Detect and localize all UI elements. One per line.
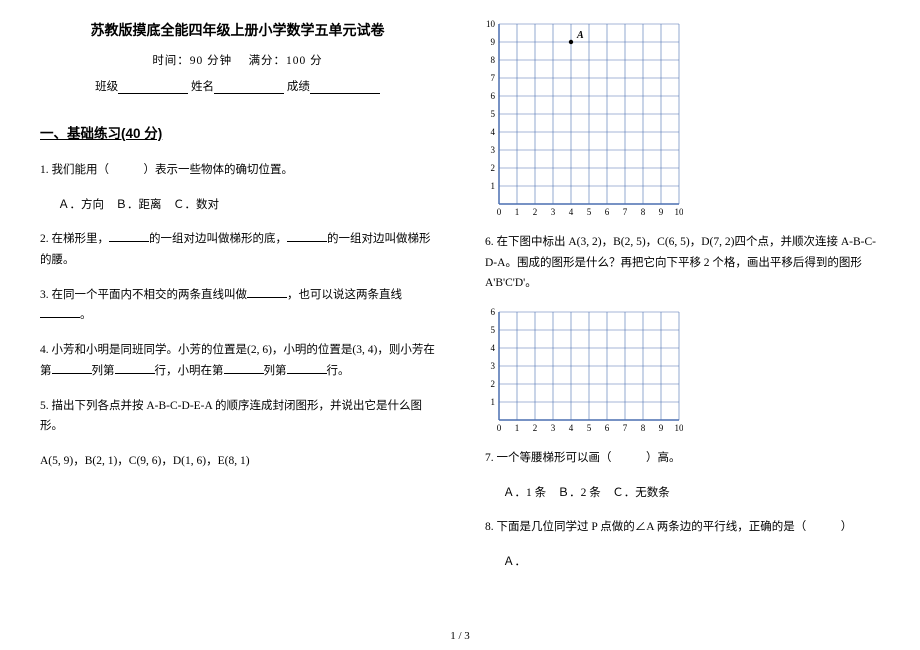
student-info-line: 班级 姓名 成绩 <box>40 78 435 94</box>
grade-blank <box>310 82 380 94</box>
svg-text:5: 5 <box>491 325 496 335</box>
exam-subtitle: 时间：90 分钟 满分：100 分 <box>40 52 435 68</box>
svg-text:4: 4 <box>569 207 574 217</box>
q1-text-a: 1. 我们能用（ <box>40 164 109 176</box>
q3-text-b: ，也可以说这两条直线 <box>287 289 402 301</box>
q7-text-b: ）高。 <box>646 452 681 464</box>
svg-text:4: 4 <box>569 423 574 433</box>
svg-text:0: 0 <box>497 423 502 433</box>
q2-blank-2 <box>287 231 327 242</box>
svg-text:5: 5 <box>587 207 592 217</box>
svg-text:2: 2 <box>533 423 538 433</box>
svg-text:3: 3 <box>491 361 496 371</box>
grid-bottom-wrap: 0 1 2 3 4 5 6 7 8 9 10 1 2 3 4 5 6 <box>485 308 880 434</box>
right-column: 01234567891012345678910A 6. 在下图中标出 A(3, … <box>485 20 880 600</box>
page-body: 苏教版摸底全能四年级上册小学数学五单元试卷 时间：90 分钟 满分：100 分 … <box>40 20 880 600</box>
svg-text:7: 7 <box>623 423 628 433</box>
q4-text-c: 行，小明在第 <box>155 365 224 377</box>
question-3: 3. 在同一个平面内不相交的两条直线叫做 ，也可以说这两条直线。 <box>40 285 435 326</box>
q4-blank-2 <box>115 363 155 374</box>
svg-text:6: 6 <box>491 308 496 317</box>
q4-blank-3 <box>224 363 264 374</box>
section-1-heading: 一、基础练习(40 分) <box>40 122 435 142</box>
name-blank <box>214 82 284 94</box>
q2-blank-1 <box>109 231 149 242</box>
q8-option-a: Ａ． <box>485 552 880 573</box>
q1-text-b: ）表示一些物体的确切位置。 <box>144 164 294 176</box>
q4-text-e: 行。 <box>327 365 350 377</box>
svg-text:10: 10 <box>486 20 496 29</box>
svg-text:7: 7 <box>491 73 496 83</box>
question-7: 7. 一个等腰梯形可以画（ ）高。 <box>485 448 880 469</box>
q1-options: Ａ．方向 Ｂ．距离 Ｃ．数对 <box>40 195 435 216</box>
score-label: 满分：100 分 <box>249 55 323 67</box>
grade-label: 成绩 <box>287 81 310 93</box>
class-blank <box>118 82 188 94</box>
svg-text:8: 8 <box>641 207 646 217</box>
q4-blank-4 <box>287 363 327 374</box>
coordinate-grid-bottom: 0 1 2 3 4 5 6 7 8 9 10 1 2 3 4 5 6 <box>485 308 683 434</box>
q4-text-b: 列第 <box>92 365 115 377</box>
question-6: 6. 在下图中标出 A(3, 2)，B(2, 5)，C(6, 5)，D(7, 2… <box>485 232 880 294</box>
question-4: 4. 小芳和小明是同班同学。小芳的位置是(2, 6)，小明的位置是(3, 4)，… <box>40 340 435 381</box>
svg-text:5: 5 <box>491 109 496 119</box>
q2-text-a: 2. 在梯形里， <box>40 233 109 245</box>
svg-text:3: 3 <box>491 145 496 155</box>
svg-text:0: 0 <box>497 207 502 217</box>
grid-top-wrap: 0 1 2 3 4 5 6 7 8 9 10 1 2 3 4 5 6 7 8 9 10 A <box>485 20 880 218</box>
svg-text:6: 6 <box>605 207 610 217</box>
svg-text:10: 10 <box>675 207 684 217</box>
svg-text:3: 3 <box>551 207 556 217</box>
q3-blank-2 <box>40 307 80 318</box>
svg-text:1: 1 <box>515 423 520 433</box>
svg-text:6: 6 <box>491 91 496 101</box>
svg-text:9: 9 <box>659 207 664 217</box>
svg-text:10: 10 <box>675 423 684 433</box>
q7-text-a: 7. 一个等腰梯形可以画（ <box>485 452 612 464</box>
svg-text:9: 9 <box>491 37 496 47</box>
q3-text-a: 3. 在同一个平面内不相交的两条直线叫做 <box>40 289 247 301</box>
q5-points: A(5, 9)，B(2, 1)，C(9, 6)，D(1, 6)，E(8, 1) <box>40 451 435 472</box>
q4-text-d: 列第 <box>264 365 287 377</box>
question-2: 2. 在梯形里，的一组对边叫做梯形的底，的一组对边叫做梯形的腰。 <box>40 229 435 270</box>
svg-text:2: 2 <box>491 379 496 389</box>
time-label: 时间：90 分钟 <box>152 55 232 67</box>
svg-text:8: 8 <box>491 55 496 65</box>
svg-text:A: A <box>576 30 584 41</box>
svg-text:4: 4 <box>491 343 496 353</box>
svg-text:1: 1 <box>491 181 496 191</box>
left-column: 苏教版摸底全能四年级上册小学数学五单元试卷 时间：90 分钟 满分：100 分 … <box>40 20 435 600</box>
name-label: 姓名 <box>191 81 214 93</box>
svg-text:2: 2 <box>533 207 538 217</box>
svg-text:1: 1 <box>515 207 520 217</box>
q7-options: Ａ．1 条 Ｂ．2 条 Ｃ．无数条 <box>485 483 880 504</box>
q3-blank-1 <box>247 287 287 298</box>
svg-text:1: 1 <box>491 397 496 407</box>
q8-text-b: ） <box>841 521 853 533</box>
svg-text:2: 2 <box>491 163 496 173</box>
svg-text:6: 6 <box>605 423 610 433</box>
question-1: 1. 我们能用（ ）表示一些物体的确切位置。 <box>40 160 435 181</box>
svg-text:7: 7 <box>623 207 628 217</box>
svg-text:5: 5 <box>587 423 592 433</box>
question-5: 5. 描出下列各点并按 A-B-C-D-E-A 的顺序连成封闭图形，并说出它是什… <box>40 396 435 437</box>
page-footer: 1 / 3 <box>0 630 920 642</box>
exam-title: 苏教版摸底全能四年级上册小学数学五单元试卷 <box>40 20 435 40</box>
coordinate-grid-top: 0 1 2 3 4 5 6 7 8 9 10 1 2 3 4 5 6 7 8 9 10 A <box>485 20 683 218</box>
q8-text-a: 8. 下面是几位同学过 P 点做的∠A 两条边的平行线，正确的是（ <box>485 521 806 533</box>
q2-text-b: 的一组对边叫做梯形的底， <box>149 233 287 245</box>
svg-text:8: 8 <box>641 423 646 433</box>
class-label: 班级 <box>95 81 118 93</box>
question-8: 8. 下面是几位同学过 P 点做的∠A 两条边的平行线，正确的是（ ） <box>485 517 880 538</box>
q3-text-c: 。 <box>80 309 92 321</box>
q4-blank-1 <box>52 363 92 374</box>
svg-text:4: 4 <box>491 127 496 137</box>
q5-text: 5. 描出下列各点并按 A-B-C-D-E-A 的顺序连成封闭图形，并说出它是什… <box>40 396 435 437</box>
svg-text:3: 3 <box>551 423 556 433</box>
svg-text:9: 9 <box>659 423 664 433</box>
